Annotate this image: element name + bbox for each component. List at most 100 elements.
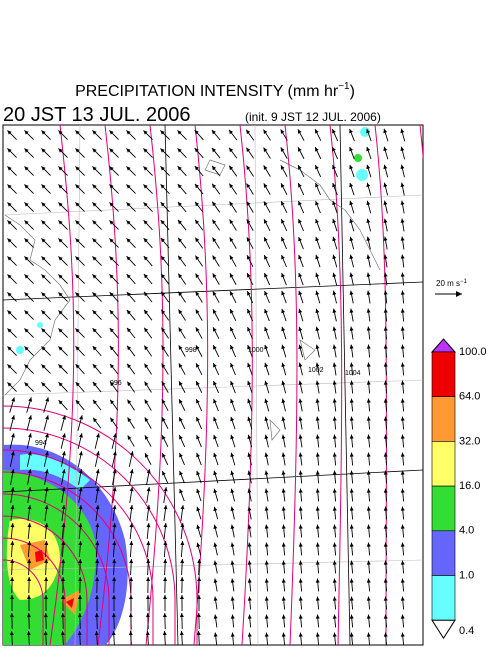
colorbar-label: 1.0 (459, 569, 474, 581)
wind-arrow-head (264, 488, 269, 493)
wind-arrow-head (332, 416, 337, 421)
wind-arrow-head (366, 326, 371, 331)
wind-arrow-head (212, 165, 217, 171)
wind-arrow-head (332, 326, 337, 331)
wind-arrow-head (58, 256, 63, 261)
wind-arrow-head (92, 220, 97, 225)
wind-arrow-head (297, 147, 302, 152)
isobar (284, 125, 298, 645)
wind-arrow-head (7, 382, 12, 387)
wind-arrow-head (61, 541, 66, 546)
wind-arrow-head (7, 328, 12, 333)
wind-arrow-head (196, 399, 200, 404)
wind-arrow-head (264, 290, 268, 296)
wind-arrow-head (230, 309, 234, 314)
wind-arrow-head (24, 328, 29, 333)
wind-arrow-head (247, 506, 252, 511)
wind-arrow-head (281, 506, 286, 511)
wind-arrow-head (92, 184, 97, 189)
wind-arrow-head (213, 506, 218, 512)
wind-arrow-head (366, 128, 371, 134)
colorbar-label: 100.0 (459, 346, 487, 358)
wind-arrow-head (229, 129, 234, 135)
wind-arrow-head (400, 290, 405, 295)
wind-arrow-head (264, 362, 269, 368)
wind-arrow-head (349, 524, 354, 529)
wind-arrow-head (247, 416, 252, 422)
wind-arrow-head (196, 417, 200, 422)
wind-arrow-head (144, 453, 149, 458)
wind-arrow-head (400, 344, 405, 349)
wind-arrow-head (94, 631, 99, 636)
wind-arrow-head (349, 290, 354, 295)
wind-arrow-head (196, 488, 201, 494)
wind-arrow-head (27, 577, 32, 582)
wind-arrow-head (43, 631, 48, 636)
wind-arrow-head (315, 290, 320, 296)
wind-arrow-head (109, 220, 114, 225)
wind-arrow-head (230, 434, 235, 440)
wind-arrow-head (27, 451, 32, 456)
wind-arrow-head (400, 596, 405, 601)
wind-arrow-head (383, 308, 388, 313)
contour-label: 1004 (345, 370, 361, 377)
contour-label: 1000 (248, 347, 264, 354)
wind-arrow-head (281, 255, 285, 260)
wind-arrow-head (9, 613, 14, 618)
wind-arrow-head (143, 256, 148, 261)
wind-arrow-head (43, 613, 48, 618)
wind-arrow-head (298, 488, 303, 493)
wind-arrow-head (332, 542, 337, 547)
wind-arrow-head (195, 255, 200, 261)
wind-arrow-head (349, 488, 354, 493)
wind-arrow-head (58, 400, 63, 405)
wind-arrow-head (143, 273, 148, 279)
wind-arrow-head (78, 577, 83, 582)
wind-arrow-head (144, 363, 149, 369)
wind-arrow-head (110, 399, 115, 405)
wind-arrow-head (144, 327, 149, 333)
wind-arrow-head (298, 254, 303, 260)
wind-arrow-head (44, 487, 49, 492)
wind-arrow-head (41, 256, 46, 261)
wind-arrow-head (298, 398, 303, 403)
wind-arrow-head (281, 596, 286, 601)
wind-arrow-head (229, 201, 234, 206)
wind-arrow-head (264, 506, 269, 511)
wind-arrow-head (264, 326, 269, 332)
wind-arrow-head (263, 201, 268, 206)
wind-arrow-head (143, 184, 148, 189)
wind-arrow-head (161, 291, 166, 297)
wind-arrow-head (75, 166, 80, 171)
wind-legend-label: 20 m s−1 (436, 279, 468, 288)
wind-arrow-head (349, 272, 354, 277)
contour-label: 994 (35, 440, 47, 447)
wind-arrow-head (143, 238, 148, 243)
wind-arrow-head (129, 523, 134, 528)
wind-arrow-head (212, 183, 217, 189)
title-close: ) (350, 83, 355, 100)
wind-arrow-head (129, 451, 134, 456)
wind-arrow-head (264, 452, 269, 457)
wind-arrow-head (264, 560, 269, 565)
wind-arrow-head (400, 308, 405, 313)
wind-arrow-head (298, 344, 303, 350)
wind-arrow-head (112, 541, 117, 546)
wind-arrow-head (112, 559, 117, 564)
wind-arrow-head (213, 470, 218, 476)
wind-arrow-head (400, 542, 405, 547)
wind-arrow-head (247, 596, 252, 601)
wind-arrow-head (298, 434, 303, 439)
wind-arrow-head (349, 506, 354, 511)
wind-arrow-head (126, 202, 131, 207)
wind-arrow-head (246, 183, 251, 188)
wind-arrow-head (229, 255, 234, 260)
wind-arrow-head (400, 416, 405, 421)
colorbar-label: 4.0 (459, 525, 474, 537)
wind-arrow-head (77, 613, 82, 618)
wind-arrow-head (349, 398, 354, 403)
wind-arrow-head (160, 237, 165, 243)
isobar (3, 559, 44, 645)
wind-arrow-head (349, 218, 354, 224)
